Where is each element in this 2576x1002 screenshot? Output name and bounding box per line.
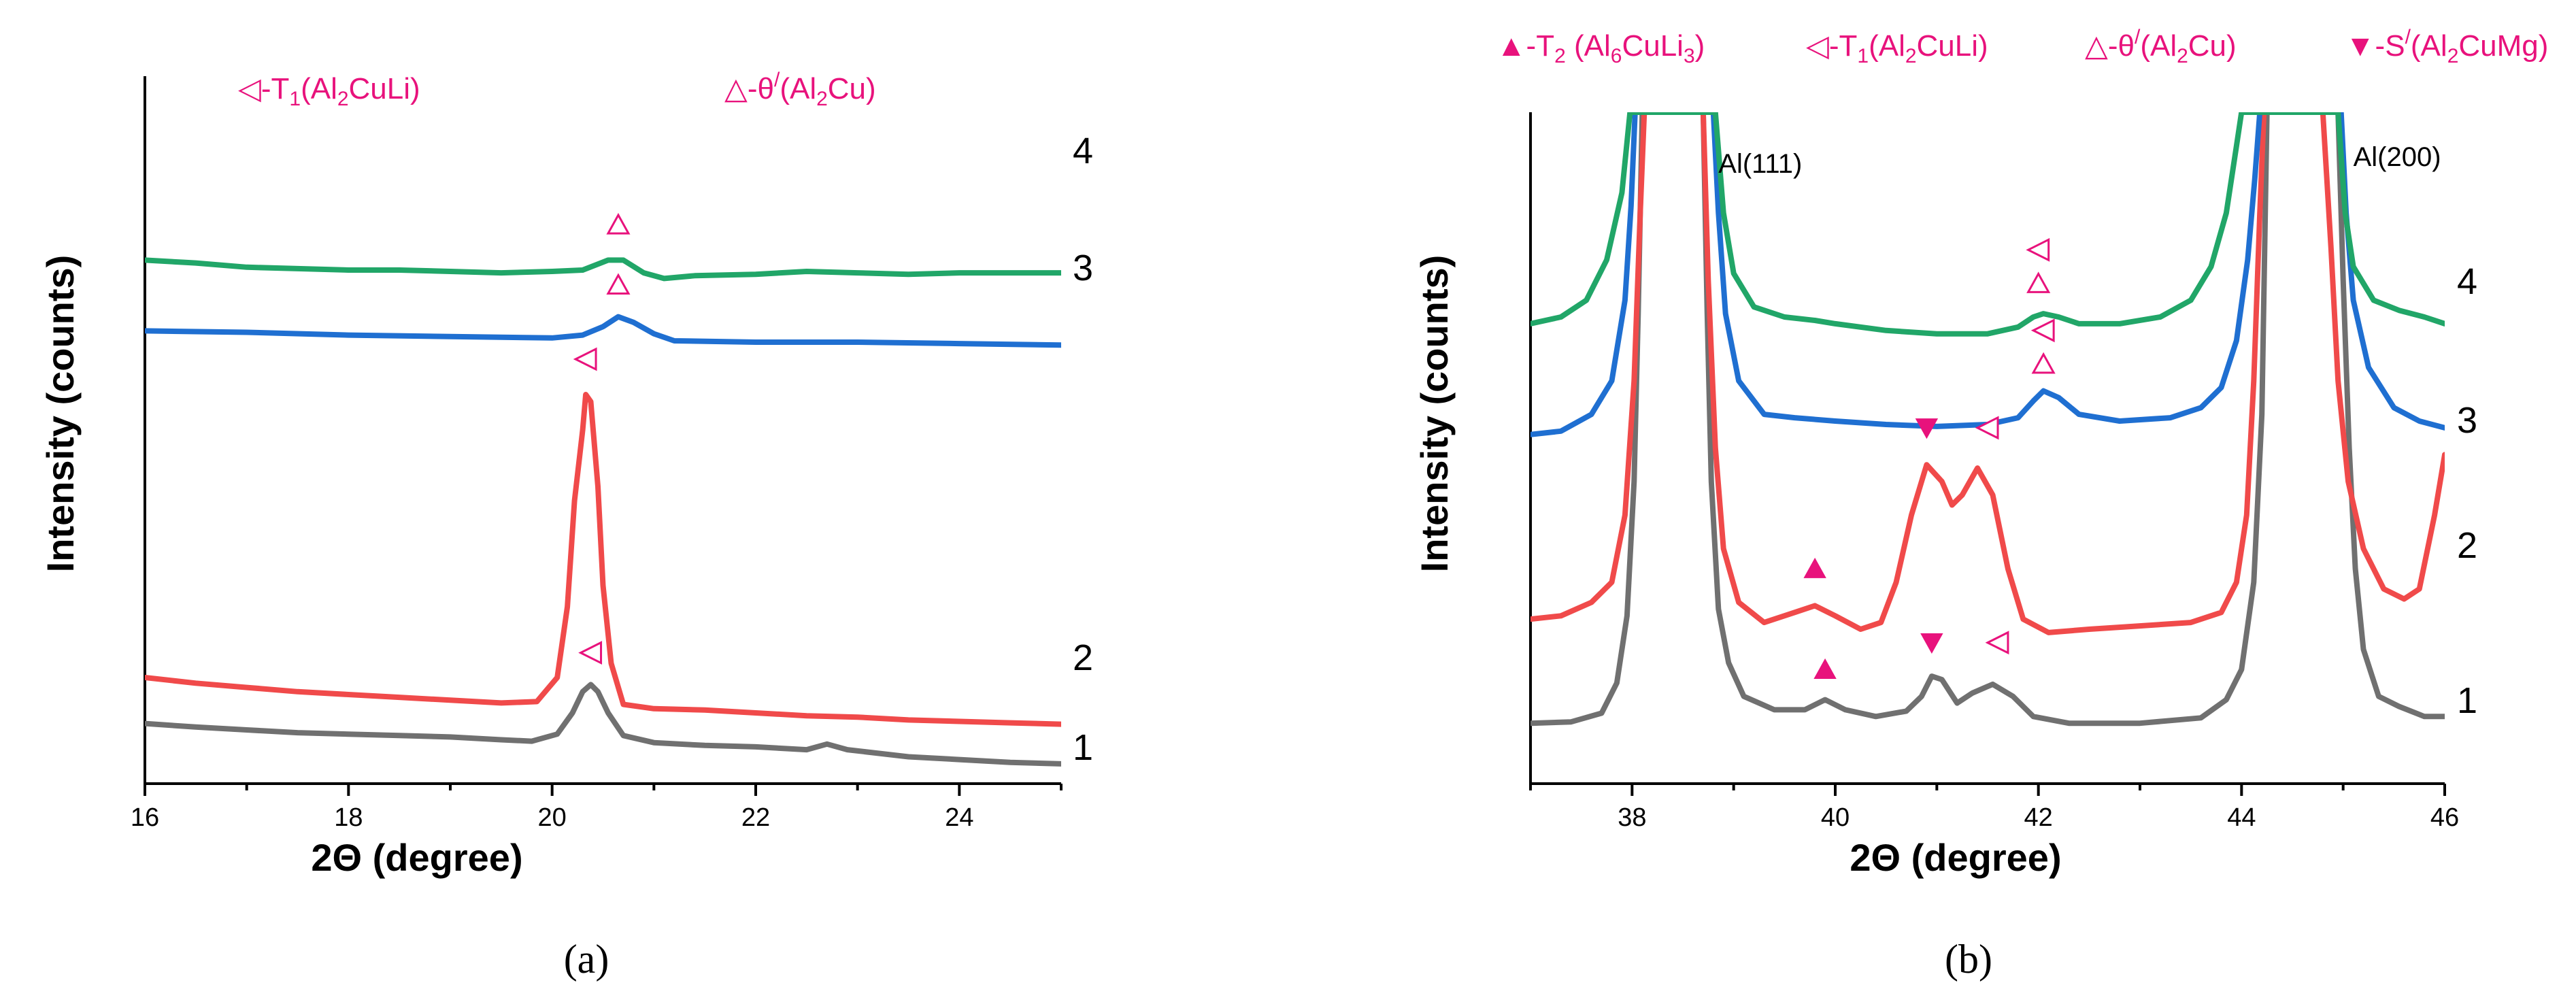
panel-b-peak-marker-tri-up-open [2026, 271, 2051, 293]
panel-b-series-3-label: 3 [2457, 400, 2477, 441]
panel-b-peak-marker-tri-down-fill [1915, 418, 1939, 439]
panel-a-x-tick-label: 18 [334, 803, 363, 832]
panel-b-peak-marker-tri-up-fill [1803, 557, 1826, 578]
panel-a-plot: 16 18 20 22 24 1 2 3 4 ◁-T1(Al2CuLi) △-θ/(Al2Cu) [131, 69, 1093, 832]
panel-b-peak-marker-tri-left-open [2026, 237, 2050, 262]
panel-b-legend-entry: ▲-T2 (Al6CuLi3) [1496, 29, 1705, 67]
panel-a: 16 18 20 22 24 1 2 3 4 ◁-T1(Al2CuLi) △-θ/(Al2Cu) 2… [39, 69, 1093, 982]
panel-b-series-1-line [1530, 112, 2445, 727]
panel-a-peak-marker-tri-left-open [578, 641, 603, 665]
panel-b-xlabel: 2Θ (degree) [1850, 836, 2061, 879]
panel-a-series-2-line [145, 392, 1061, 727]
panel-b-peak-marker-tri-left-open [1985, 631, 2009, 655]
panel-b-peak-marker-tri-up-fill [1813, 658, 1837, 679]
panel-a-x-tick-label: 22 [741, 803, 770, 832]
panel-a-x-tick-label: 24 [945, 803, 973, 832]
panel-b-series-2-line [1530, 112, 2445, 635]
panel-b-legend-entry: △-θ/(Al2Cu) [2085, 26, 2237, 67]
panel-a-ylabel: Intensity (counts) [39, 255, 82, 573]
panel-a-curves [145, 257, 1061, 767]
panel-b-series-3-line [1530, 112, 2445, 437]
panel-b-peak-label: Al(111) [1718, 149, 1802, 179]
panel-b-x-tick-label: 40 [1821, 803, 1850, 832]
panel-a-xlabel: 2Θ (degree) [311, 836, 522, 879]
panel-b-peak-marker-tri-left-open [1975, 416, 1999, 440]
panel-b-x-tick-label: 38 [1618, 803, 1646, 832]
panel-b-x-tick-label: 42 [2024, 803, 2053, 832]
panel-a-series-1-line [145, 682, 1061, 767]
panel-b-curves [1530, 112, 2445, 727]
panel-b-plot: 38 40 42 44 46 1 2 3 4 Al(111) Al(200) ▲-T2 (Al6CuL… [1496, 26, 2548, 832]
panel-a-label: (a) [564, 937, 609, 982]
panel-a-legend-entry: ◁-T1(Al2CuLi) [238, 72, 420, 110]
panel-b-peak-label: Al(200) [2354, 142, 2441, 172]
panel-a-series-4-label: 4 [1073, 131, 1093, 171]
panel-b-legend-entry: ◁-T1(Al2CuLi) [1806, 29, 1988, 67]
panel-b-legend-entry: ▼-S/(Al2CuMg) [2345, 26, 2548, 67]
panel-b-peak-marker-tri-up-open [2031, 352, 2056, 374]
panel-a-series-4-line [145, 257, 1061, 282]
panel-b-peak-marker-tri-down-fill [1920, 633, 1943, 654]
panel-b-series-1-label: 1 [2457, 680, 2477, 721]
panel-a-series-3-line [145, 314, 1061, 348]
panel-b-peak-marker-tri-left-open [2030, 318, 2055, 343]
panel-b-ylabel: Intensity (counts) [1413, 255, 1456, 573]
panel-a-peak-marker-tri-up-open [606, 213, 631, 235]
panel-a-x-tick-label: 20 [538, 803, 567, 832]
panel-a-peak-marker-tri-left-open [573, 347, 597, 371]
panel-b-series-4-label: 4 [2457, 261, 2477, 302]
panel-a-peak-marker-tri-up-open [606, 273, 631, 295]
panel-a-series-2-label: 2 [1073, 637, 1093, 678]
panel-a-x-tick-label: 16 [131, 803, 159, 832]
panel-a-series-1-label: 1 [1073, 727, 1093, 768]
panel-b-series-4-line [1530, 112, 2445, 337]
panel-a-series-3-label: 3 [1073, 248, 1093, 288]
panel-b-series-2-label: 2 [2457, 525, 2477, 566]
panel-b: 38 40 42 44 46 1 2 3 4 Al(111) Al(200) ▲-T2 (Al6CuL… [1413, 26, 2548, 982]
panel-b-x-tick-label: 44 [2227, 803, 2256, 832]
panel-a-legend-entry: △-θ/(Al2Cu) [724, 69, 876, 110]
panel-b-label: (b) [1945, 937, 1992, 982]
panel-b-x-tick-label: 46 [2430, 803, 2459, 832]
